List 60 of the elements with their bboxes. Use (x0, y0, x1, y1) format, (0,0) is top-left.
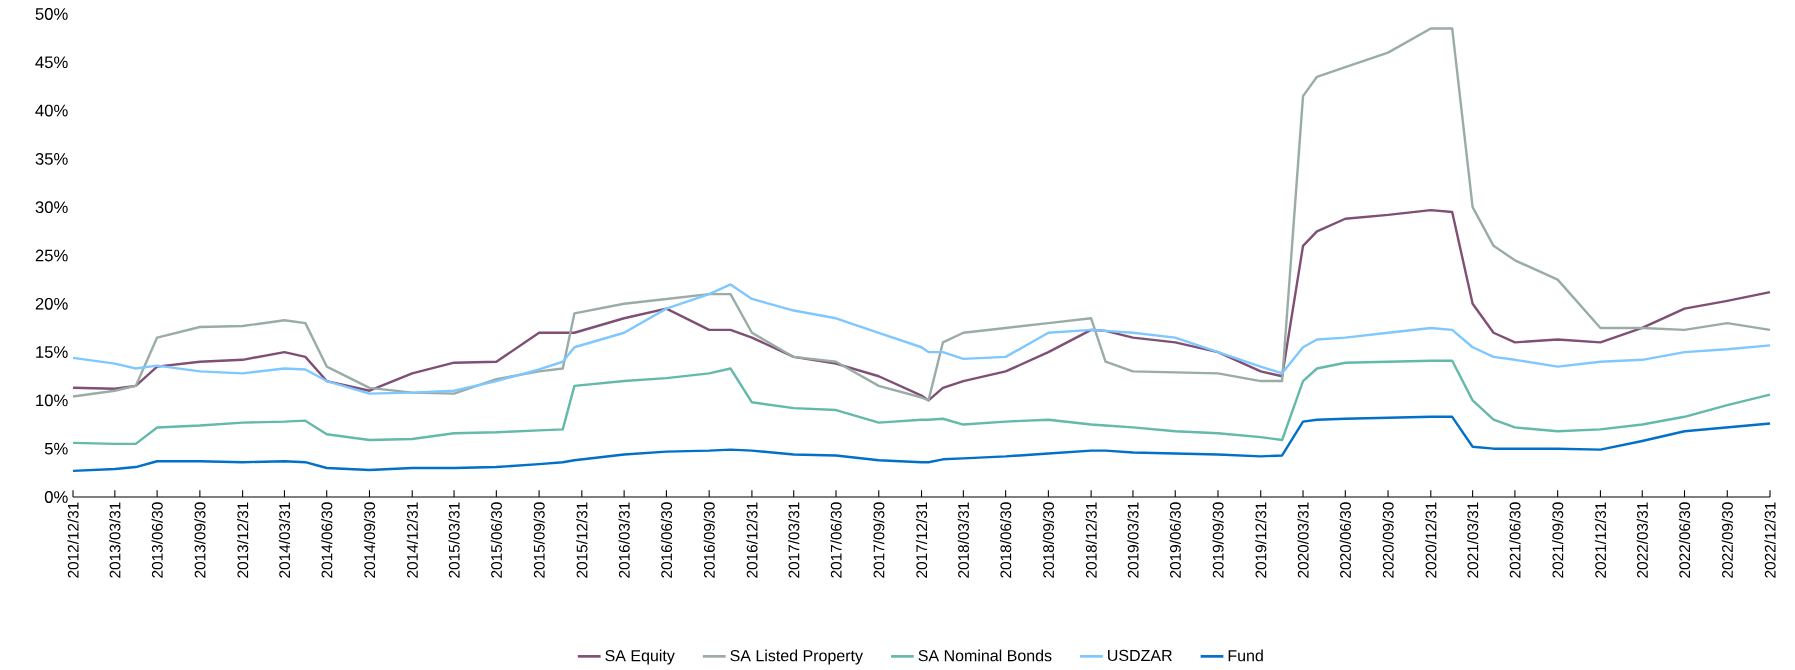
x-tick-label: 2018/09/30 (1042, 502, 1054, 578)
x-tick-label: 2020/03/31 (1297, 502, 1309, 578)
y-tick-label: 10% (36, 394, 68, 407)
legend-label: SA Nominal Bonds (918, 649, 1052, 662)
x-tick-label: 2019/03/31 (1127, 502, 1139, 578)
x-tick-label: 2016/03/31 (618, 502, 630, 578)
y-tick-label: 35% (35, 153, 68, 165)
x-tick-label: 2014/03/31 (278, 502, 291, 578)
x-tick-label: 2019/12/31 (1255, 502, 1267, 578)
x-tick-label: 2018/06/30 (1000, 502, 1012, 578)
x-tick-label: 2014/06/30 (321, 502, 333, 578)
x-tick-label: 2022/12/31 (1764, 502, 1776, 578)
x-tick-label: 2017/06/30 (830, 502, 842, 578)
x-tick-label: 2014/09/30 (363, 502, 376, 578)
x-tick-label: 2013/06/30 (151, 502, 163, 578)
line-series (71, 359, 1772, 446)
x-tick-label: 2015/12/31 (576, 502, 588, 578)
y-tick-label: 5% (44, 442, 68, 455)
x-tick-label: 2012/12/31 (67, 502, 79, 578)
y-tick-label: 20% (35, 297, 68, 310)
x-tick-label: 2022/03/31 (1636, 502, 1648, 578)
legend-label: USDZAR (1108, 649, 1172, 662)
x-tick-label: 2019/06/30 (1169, 502, 1181, 578)
x-tick-label: 2015/06/30 (490, 502, 502, 578)
x-tick-label: 2016/06/30 (660, 502, 673, 578)
x-tick-label: 2017/03/31 (788, 502, 800, 578)
line-series (71, 283, 1772, 395)
y-tick-label: 15% (36, 346, 68, 358)
x-tick-label: 2013/12/31 (237, 502, 249, 578)
x-tick-label: 2022/06/30 (1678, 502, 1691, 578)
x-tick-label: 2015/09/30 (533, 502, 545, 578)
y-tick-label: 50% (35, 8, 68, 20)
x-tick-label: 2017/12/31 (915, 502, 928, 578)
x-tick-label: 2020/09/30 (1382, 502, 1394, 578)
x-tick-label: 2022/09/30 (1721, 502, 1733, 578)
x-tick-label: 2020/12/31 (1425, 502, 1437, 578)
y-tick-label: 40% (35, 104, 68, 117)
x-tick-label: 2017/09/30 (873, 502, 885, 578)
x-tick-label: 2020/06/30 (1339, 502, 1351, 578)
x-tick-label: 2021/06/30 (1509, 502, 1521, 578)
x-tick-label: 2014/12/31 (406, 502, 418, 578)
y-tick-label: 30% (35, 201, 68, 214)
x-tick-label: 2018/03/31 (957, 502, 969, 578)
legend-label: Fund (1228, 649, 1263, 662)
y-tick-label: 25% (35, 249, 68, 262)
y-tick-label: 0% (44, 491, 68, 503)
x-tick-label: 2016/09/30 (703, 502, 715, 578)
x-tick-label: 2016/12/31 (746, 502, 758, 578)
x-tick-label: 2021/09/30 (1552, 502, 1564, 578)
line-series (71, 27, 1772, 402)
x-tick-label: 2019/09/30 (1212, 502, 1224, 578)
x-tick-label: 2015/03/31 (448, 502, 460, 578)
y-tick-label: 45% (35, 56, 68, 69)
x-tick-label: 2021/03/31 (1467, 502, 1479, 578)
legend-label: SA Equity (605, 649, 675, 665)
x-tick-label: 2018/12/31 (1085, 502, 1097, 578)
legend-label: SA Listed Property (730, 649, 863, 665)
x-tick-label: 2021/12/31 (1594, 502, 1607, 578)
x-tick-label: 2013/03/31 (109, 502, 121, 578)
x-tick-label: 2013/09/30 (194, 502, 206, 578)
